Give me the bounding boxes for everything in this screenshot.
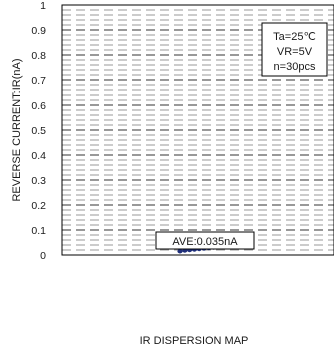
plot-border (61, 4, 334, 256)
conditions-box: Ta=25℃ VR=5V n=30pcs (261, 22, 328, 77)
y-tick-label: 0 (40, 250, 46, 262)
y-tick-label: 0.1 (31, 225, 46, 237)
y-tick-label: 0.6 (31, 100, 46, 112)
y-tick-label: 0.4 (31, 150, 46, 162)
data-point (177, 249, 183, 254)
y-axis-title: REVERSE CURRENT:IR(nA) (11, 58, 23, 201)
condition-sample-count: n=30pcs (274, 61, 316, 73)
y-tick-label: 0.8 (31, 50, 46, 62)
y-tick-label: 0.2 (31, 200, 46, 212)
y-tick-label: 0.9 (31, 25, 46, 37)
average-label: AVE:0.035nA (172, 236, 238, 248)
y-tick-label: 0.7 (31, 75, 46, 87)
y-tick-labels: 0 0.1 0.2 0.3 0.4 0.5 0.6 0.7 0.8 0.9 1 (31, 0, 46, 262)
average-label-box: AVE:0.035nA (155, 231, 255, 250)
y-tick-label: 1 (40, 0, 46, 12)
condition-voltage: VR=5V (277, 46, 313, 58)
y-tick-label: 0.3 (31, 175, 46, 187)
y-tick-label: 0.5 (31, 125, 46, 137)
condition-temperature: Ta=25℃ (273, 31, 316, 43)
x-axis-title: IR DISPERSION MAP (140, 335, 249, 347)
